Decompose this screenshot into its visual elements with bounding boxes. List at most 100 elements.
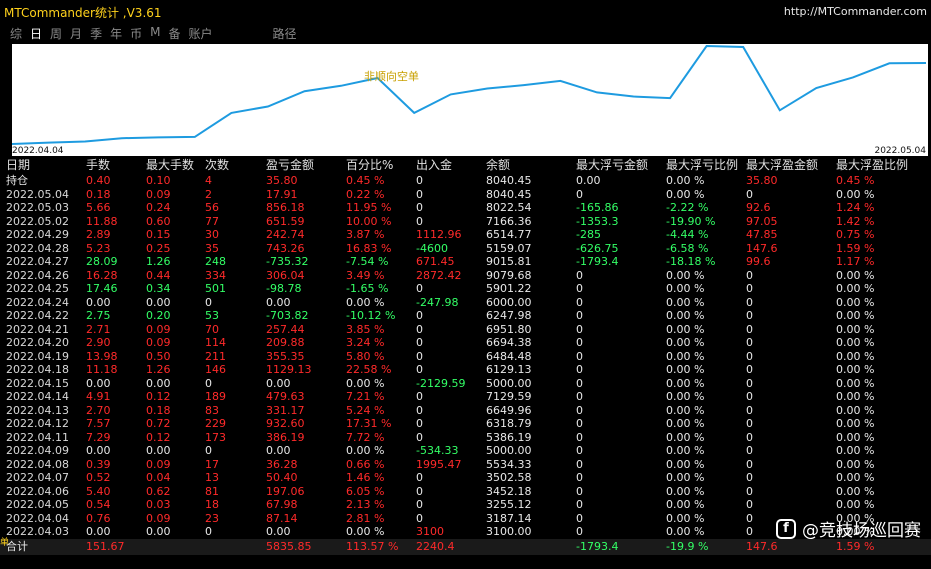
title-bar: MTCommander统计 ,V3.61 http://MTCommander.… [0,0,931,24]
table-cell: 0 [576,403,583,417]
table-cell: 1.46 % [346,471,385,484]
table-row[interactable]: 2022.04.14 4.91 0.12 189 479.63 7.21 % 0 7129.5… [0,390,931,404]
table-cell: 13 [205,471,219,484]
table-cell: 3187.14 [486,511,532,525]
column-header[interactable]: 日期 [6,158,31,172]
table-row[interactable]: 持仓 0.40 0.10 4 35.80 0.45 % 0 8040.45 0.00 0.00 %… [0,174,931,188]
side-marker: 单 [0,538,10,548]
table-row[interactable]: 2022.04.12 7.57 0.72 229 932.60 17.31 % 0 6318.… [0,417,931,431]
column-header[interactable]: 次数 [205,158,230,172]
table-row[interactable]: 2022.04.15 0.00 0.00 0 0.00 0.00 % -2129.59 500… [0,377,931,391]
table-cell: 35.80 [266,174,298,187]
table-cell: 2022.04.26 [6,268,69,282]
table-row[interactable]: 2022.04.27 28.09 1.26 248 -735.32 -7.54 % 671.… [0,255,931,269]
table-cell: -285 [576,228,601,241]
table-row[interactable]: 2022.04.28 5.23 0.25 35 743.26 16.83 % -4600 51… [0,242,931,256]
table-cell: 0.00 % [666,444,705,457]
column-header[interactable]: 盈亏金额 [266,158,315,172]
table-cell: 0.62 [146,484,171,498]
table-cell: 1.24 % [836,201,875,214]
chart-x-start-label: 2022.04.04 [12,146,64,156]
table-cell: 0.00 % [666,268,705,282]
table-cell: 386.19 [266,430,305,444]
table-cell: 3100 [416,525,444,538]
column-header[interactable]: 最大手数 [146,158,195,172]
table-cell: 0 [576,430,583,444]
table-row[interactable]: 2022.04.13 2.70 0.18 83 331.17 5.24 % 0 6649.96… [0,404,931,418]
tab-10[interactable]: 路径 [272,27,297,41]
table-row[interactable]: 2022.04.25 17.46 0.34 501 -98.78 -1.65 % 0 5901… [0,282,931,296]
tab-3[interactable]: 月 [70,27,83,41]
table-cell: 17.46 [86,282,118,295]
table-cell: 2022.04.13 [6,403,69,417]
table-cell: 0 [746,187,753,201]
table-cell: 2022.04.27 [6,255,69,268]
table-row[interactable]: 2022.04.19 13.98 0.50 211 355.35 5.80 % 0 6484.… [0,350,931,364]
table-cell: 0 [576,457,583,471]
table-row[interactable]: 2022.05.04 0.18 0.09 2 17.91 0.22 % 0 8040.45 0 0… [0,188,931,202]
table-cell: 2022.04.20 [6,336,69,349]
table-row[interactable]: 2022.04.24 0.00 0.00 0 0.00 0.00 % -247.98 6000… [0,296,931,310]
table-cell: 0 [205,376,212,390]
total-cell: 113.57 % [346,539,399,553]
table-cell: -247.98 [416,295,459,309]
column-header[interactable]: 最大浮盈比例 [836,158,909,172]
table-cell: 9079.68 [486,268,532,282]
table-cell: 2022.04.21 [6,322,69,336]
column-header[interactable]: 最大浮亏比例 [666,158,739,172]
tab-0[interactable]: 综 [10,27,23,41]
table-cell: 1.26 [146,255,171,268]
table-cell: -2129.59 [416,376,466,390]
table-row[interactable]: 2022.04.11 7.29 0.12 173 386.19 7.72 % 0 5386.1… [0,431,931,445]
table-row[interactable]: 2022.04.03 0.00 0.00 0 0.00 0.00 % 3100 3100.00… [0,525,931,539]
tab-4[interactable]: 季 [90,27,103,41]
table-cell: 8022.54 [486,201,532,214]
column-header[interactable]: 最大浮亏金额 [576,158,649,172]
table-row[interactable]: 2022.04.08 0.39 0.09 17 36.28 0.66 % 1995.47 55… [0,458,931,472]
table-row[interactable]: 2022.04.20 2.90 0.09 114 209.88 3.24 % 0 6694.3… [0,336,931,350]
table-cell: 0.00 [266,525,291,538]
column-header[interactable]: 百分比% [346,158,394,172]
tab-8[interactable]: 备 [168,27,181,41]
table-cell: 0.00 % [666,282,705,295]
table-cell: 0 [576,471,583,484]
table-cell: 0 [576,417,583,430]
table-row[interactable]: 2022.04.09 0.00 0.00 0 0.00 0.00 % -534.33 5000… [0,444,931,458]
table-row[interactable]: 2022.05.02 11.88 0.60 77 651.59 10.00 % 0 7166.… [0,215,931,229]
table-cell: 0 [416,336,423,349]
tab-9[interactable]: 账户 [188,27,213,41]
table-row[interactable]: 2022.04.26 16.28 0.44 334 306.04 3.49 % 2872.4… [0,269,931,283]
table-row[interactable]: 2022.05.03 5.66 0.24 56 856.18 11.95 % 0 8022.5… [0,201,931,215]
table-cell: 0 [746,322,753,336]
tab-7[interactable]: M [150,25,161,39]
table-cell: 0.00 % [666,525,705,538]
column-header[interactable]: 出入金 [416,158,453,172]
column-header[interactable]: 余额 [486,158,511,172]
column-header[interactable]: 手数 [86,158,111,172]
tab-2[interactable]: 周 [50,27,63,41]
tab-5[interactable]: 年 [110,27,123,41]
table-row[interactable]: 2022.04.22 2.75 0.20 53 -703.82 -10.12 % 0 6247… [0,309,931,323]
column-header[interactable]: 最大浮盈金额 [746,158,819,172]
table-cell: 334 [205,268,226,282]
table-cell: 0.00 % [346,295,385,309]
table-row[interactable]: 2022.04.29 2.89 0.15 30 242.74 3.87 % 1112.96 6… [0,228,931,242]
table-cell: 13.98 [86,349,118,363]
table-cell: 0 [416,322,423,336]
table-row[interactable]: 2022.04.04 0.76 0.09 23 87.14 2.81 % 0 3187.14 0… [0,512,931,526]
table-cell: 67.98 [266,498,298,511]
table-cell: 6951.80 [486,322,532,336]
table-cell: 0 [746,349,753,363]
tab-1[interactable]: 日 [30,27,43,41]
table-row[interactable]: 2022.04.06 5.40 0.62 81 197.06 6.05 % 0 3452.18… [0,485,931,499]
table-row[interactable]: 2022.04.18 11.18 1.26 146 1129.13 22.58 % 0 612… [0,363,931,377]
table-row[interactable]: 2022.04.05 0.54 0.03 18 67.98 2.13 % 0 3255.12 0… [0,498,931,512]
table-cell: 35.80 [746,174,778,187]
website-link[interactable]: http://MTCommander.com [783,5,927,18]
table-row[interactable]: 2022.04.21 2.71 0.09 70 257.44 3.85 % 0 6951.80… [0,323,931,337]
tab-6[interactable]: 币 [130,27,143,41]
table-cell: 0 [576,525,583,538]
table-cell: 0 [746,471,753,484]
table-row[interactable]: 2022.04.07 0.52 0.04 13 50.40 1.46 % 0 3502.58 0… [0,471,931,485]
table-cell: 0.00 % [836,282,875,295]
